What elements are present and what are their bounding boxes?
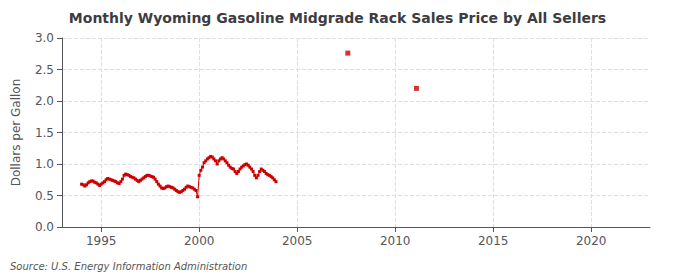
svg-text:1.5: 1.5 — [35, 126, 54, 140]
svg-text:Monthly Wyoming Gasoline Midgr: Monthly Wyoming Gasoline Midgrade Rack S… — [69, 10, 606, 26]
svg-text:2000: 2000 — [184, 234, 215, 248]
svg-text:2020: 2020 — [576, 234, 607, 248]
svg-text:Source: U.S. Energy Informatio: Source: U.S. Energy Information Administ… — [10, 261, 247, 272]
svg-text:2.0: 2.0 — [35, 94, 54, 108]
svg-text:Dollars per Gallon: Dollars per Gallon — [9, 79, 23, 187]
svg-text:1.0: 1.0 — [35, 157, 54, 171]
svg-text:0.5: 0.5 — [35, 189, 54, 203]
svg-text:3.0: 3.0 — [35, 31, 54, 45]
svg-text:2010: 2010 — [380, 234, 411, 248]
svg-text:0.0: 0.0 — [35, 220, 54, 234]
svg-text:2005: 2005 — [282, 234, 313, 248]
svg-text:2.5: 2.5 — [35, 63, 54, 77]
svg-text:1995: 1995 — [86, 234, 117, 248]
svg-text:2015: 2015 — [478, 234, 509, 248]
